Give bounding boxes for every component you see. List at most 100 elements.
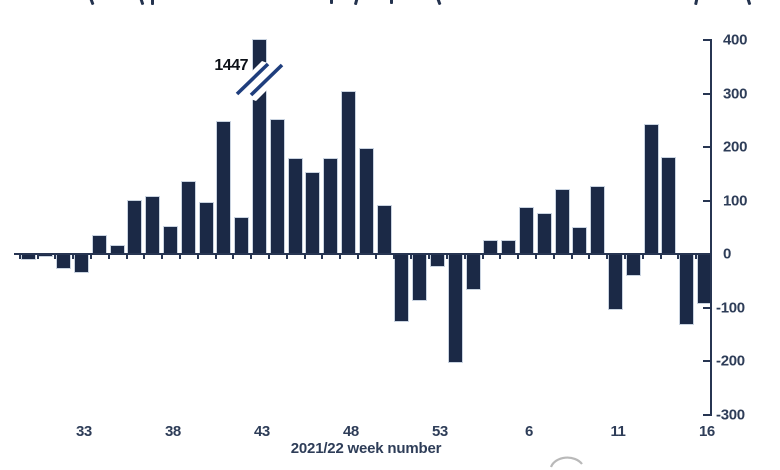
x-tick-label-week-6: 6 [524, 423, 533, 440]
bar-week-36 [127, 199, 143, 254]
clipped-title-mark [353, 0, 360, 6]
y-axis-tick [703, 360, 712, 362]
bar-week-37 [145, 195, 161, 254]
y-tick-label: -200 [716, 352, 745, 370]
y-tick-label: 300 [723, 85, 748, 102]
baseline-tick [18, 255, 21, 259]
bar-week-47 [323, 158, 339, 254]
x-tick-label-week-38: 38 [165, 423, 181, 440]
baseline-tick [535, 255, 537, 259]
baseline-tick [232, 255, 235, 259]
y-axis-tick [703, 92, 712, 95]
baseline-tick [374, 255, 377, 259]
bar-week-3 [465, 254, 481, 290]
bar-week-41 [216, 121, 232, 254]
watermark-arc [549, 456, 583, 468]
bar-week-6 [518, 206, 534, 254]
bar-week-32 [56, 254, 72, 269]
baseline-tick [517, 255, 520, 259]
baseline-tick [677, 255, 680, 259]
baseline-tick [54, 255, 57, 259]
y-tick-label: 400 [723, 31, 748, 49]
baseline-tick [606, 255, 609, 259]
bar-week-43 [251, 38, 267, 254]
baseline-tick [392, 255, 395, 259]
baseline-tick [107, 255, 110, 259]
bar-week-39 [180, 181, 196, 254]
clipped-title-mark [435, 0, 442, 6]
y-axis-tick [703, 39, 712, 41]
baseline-tick [481, 255, 484, 259]
x-tick-label-week-53: 53 [432, 423, 448, 440]
baseline-tick [339, 255, 342, 259]
y-tick-label: 200 [723, 138, 748, 156]
y-axis-tick [703, 306, 712, 309]
baseline-tick [588, 255, 591, 259]
bar-week-40 [198, 202, 214, 254]
zero-baseline [14, 253, 712, 255]
clipped-title-mark [151, 0, 154, 5]
bar-week-13 [643, 123, 659, 254]
baseline-tick [321, 255, 324, 259]
baseline-tick [695, 255, 698, 259]
baseline-tick [196, 255, 199, 259]
clipped-title-mark [330, 0, 333, 4]
bar-week-2 [447, 254, 463, 364]
bar-week-10 [590, 185, 606, 254]
y-axis-tick [703, 146, 712, 148]
clipped-title-mark [694, 0, 699, 6]
baseline-tick [250, 255, 253, 259]
baseline-tick [161, 255, 164, 259]
baseline-tick [125, 255, 128, 259]
bar-week-5 [501, 240, 517, 254]
y-axis-tick [703, 199, 712, 202]
clipped-title-mark [390, 0, 393, 4]
baseline-tick [446, 255, 448, 259]
baseline-tick [143, 255, 146, 259]
bar-week-49 [358, 147, 374, 254]
bar-value-annotation: 1447 [214, 57, 248, 74]
y-tick-label: 100 [723, 192, 748, 209]
baseline-tick [641, 255, 644, 259]
y-tick-label: 0 [723, 245, 732, 263]
clipped-title-mark [88, 0, 95, 6]
baseline-tick [410, 255, 413, 259]
y-axis-tick [703, 413, 712, 416]
bar-week-53 [429, 254, 445, 267]
bar-week-4 [483, 240, 499, 254]
bar-week-7 [536, 213, 552, 254]
baseline-tick [624, 255, 626, 259]
x-tick-label-week-33: 33 [76, 423, 92, 440]
bar-week-48 [340, 90, 356, 254]
clipped-title-mark [138, 0, 145, 6]
baseline-tick [499, 255, 502, 259]
bar-week-8 [554, 188, 570, 254]
baseline-tick [72, 255, 75, 259]
baseline-tick [36, 255, 39, 259]
bar-week-52 [412, 254, 428, 302]
baseline-tick [357, 255, 359, 259]
baseline-tick [214, 255, 217, 259]
bar-week-46 [305, 172, 321, 254]
bar-week-45 [287, 157, 303, 254]
x-axis-title: 2021/22 week number [290, 440, 442, 457]
x-tick-label-week-16: 16 [699, 423, 715, 440]
baseline-tick [659, 255, 662, 259]
bar-week-9 [572, 227, 588, 254]
bar-week-44 [269, 118, 285, 254]
bar-week-34 [91, 235, 107, 254]
x-tick-label-week-48: 48 [343, 423, 359, 440]
bar-week-12 [625, 254, 641, 277]
baseline-tick [570, 255, 573, 259]
baseline-tick [463, 255, 466, 259]
y-tick-label: -100 [716, 299, 745, 316]
clipped-title-mark [745, 0, 752, 6]
y-axis-line [710, 40, 712, 415]
baseline-tick [268, 255, 270, 259]
baseline-tick [552, 255, 555, 259]
y-axis-tick [703, 253, 712, 255]
baseline-tick [179, 255, 181, 259]
baseline-tick [303, 255, 306, 259]
bar-week-11 [607, 254, 623, 311]
